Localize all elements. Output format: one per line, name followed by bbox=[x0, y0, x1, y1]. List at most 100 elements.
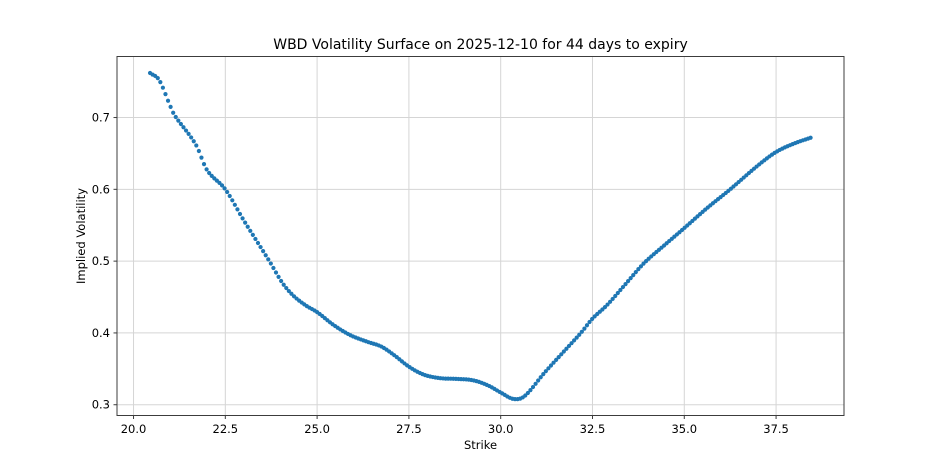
data-point bbox=[191, 139, 196, 144]
scatter-series bbox=[147, 70, 813, 402]
data-point bbox=[577, 332, 582, 337]
data-point bbox=[808, 135, 813, 140]
data-point bbox=[602, 305, 608, 310]
data-point bbox=[271, 265, 276, 271]
data-point bbox=[263, 253, 268, 258]
data-point bbox=[248, 228, 253, 233]
data-point bbox=[178, 121, 183, 127]
data-point bbox=[160, 85, 165, 90]
data-point bbox=[258, 244, 263, 250]
data-point bbox=[582, 326, 587, 331]
x-tick-label: 27.5 bbox=[396, 422, 422, 436]
data-point bbox=[225, 189, 230, 195]
data-point bbox=[641, 261, 646, 266]
data-point bbox=[530, 384, 536, 390]
data-point bbox=[235, 207, 240, 212]
data-point bbox=[186, 131, 191, 137]
data-point bbox=[176, 118, 181, 123]
data-point bbox=[543, 369, 548, 374]
y-tick-label: 0.3 bbox=[92, 398, 110, 412]
data-point bbox=[279, 278, 284, 284]
data-point bbox=[158, 80, 163, 85]
x-tick-label: 35.0 bbox=[671, 422, 697, 436]
data-point bbox=[181, 125, 186, 130]
data-point bbox=[546, 366, 551, 371]
gridlines bbox=[117, 56, 844, 416]
x-tick-label: 30.0 bbox=[488, 422, 514, 436]
data-point bbox=[554, 357, 559, 362]
data-point bbox=[155, 76, 160, 81]
data-point bbox=[638, 264, 644, 269]
data-point bbox=[165, 98, 171, 103]
data-point bbox=[559, 352, 564, 357]
data-point bbox=[189, 135, 194, 140]
data-point bbox=[523, 393, 528, 398]
data-point bbox=[572, 338, 577, 343]
data-point bbox=[623, 282, 628, 287]
data-point bbox=[204, 167, 209, 172]
data-point bbox=[268, 261, 273, 266]
data-point bbox=[574, 335, 579, 340]
data-point bbox=[633, 269, 638, 275]
data-point bbox=[608, 299, 613, 304]
data-point bbox=[525, 390, 530, 396]
data-point bbox=[219, 183, 225, 188]
data-point bbox=[628, 276, 633, 281]
data-point bbox=[255, 240, 261, 246]
data-point bbox=[171, 110, 176, 115]
data-point bbox=[266, 257, 271, 262]
data-point bbox=[631, 273, 636, 278]
y-tick-label: 0.5 bbox=[92, 254, 110, 268]
data-point bbox=[199, 155, 204, 160]
data-point bbox=[584, 323, 590, 328]
data-point bbox=[173, 114, 178, 120]
data-point bbox=[261, 249, 266, 254]
x-tick-label: 25.0 bbox=[304, 422, 330, 436]
data-point bbox=[636, 267, 641, 272]
data-point bbox=[207, 170, 212, 176]
data-point bbox=[168, 104, 173, 109]
data-point bbox=[541, 372, 546, 377]
data-point bbox=[528, 388, 533, 393]
data-point bbox=[566, 343, 572, 349]
x-tick-label: 22.5 bbox=[213, 422, 239, 436]
tick-marks bbox=[113, 117, 777, 419]
data-point bbox=[590, 316, 595, 322]
data-point bbox=[551, 360, 556, 365]
data-point bbox=[253, 236, 258, 242]
data-point bbox=[569, 341, 574, 346]
data-point bbox=[564, 346, 569, 351]
data-point bbox=[556, 355, 561, 360]
data-point bbox=[613, 293, 618, 299]
data-point bbox=[232, 202, 237, 207]
data-point bbox=[227, 193, 232, 199]
y-tick-label: 0.4 bbox=[92, 326, 110, 340]
data-point bbox=[163, 92, 168, 97]
x-tick-label: 32.5 bbox=[580, 422, 606, 436]
data-point bbox=[620, 284, 626, 290]
data-point bbox=[237, 211, 243, 217]
data-point bbox=[536, 378, 541, 383]
data-point bbox=[276, 274, 281, 280]
data-point bbox=[548, 363, 554, 368]
data-point bbox=[286, 288, 291, 294]
data-point bbox=[281, 282, 286, 287]
data-point bbox=[183, 128, 189, 133]
x-tick-label: 20.0 bbox=[121, 422, 147, 436]
chart-title: WBD Volatility Surface on 2025-12-10 for… bbox=[273, 37, 688, 53]
y-tick-label: 0.7 bbox=[92, 111, 110, 125]
data-point bbox=[618, 287, 623, 293]
data-point bbox=[610, 296, 615, 302]
data-point bbox=[196, 148, 201, 154]
data-point bbox=[217, 180, 222, 185]
data-point bbox=[194, 143, 199, 148]
data-point bbox=[561, 349, 566, 354]
data-point bbox=[273, 270, 279, 275]
x-tick-label: 37.5 bbox=[763, 422, 789, 436]
data-point bbox=[201, 162, 207, 167]
data-point bbox=[230, 198, 235, 203]
data-point bbox=[222, 186, 227, 191]
data-point bbox=[240, 216, 245, 221]
